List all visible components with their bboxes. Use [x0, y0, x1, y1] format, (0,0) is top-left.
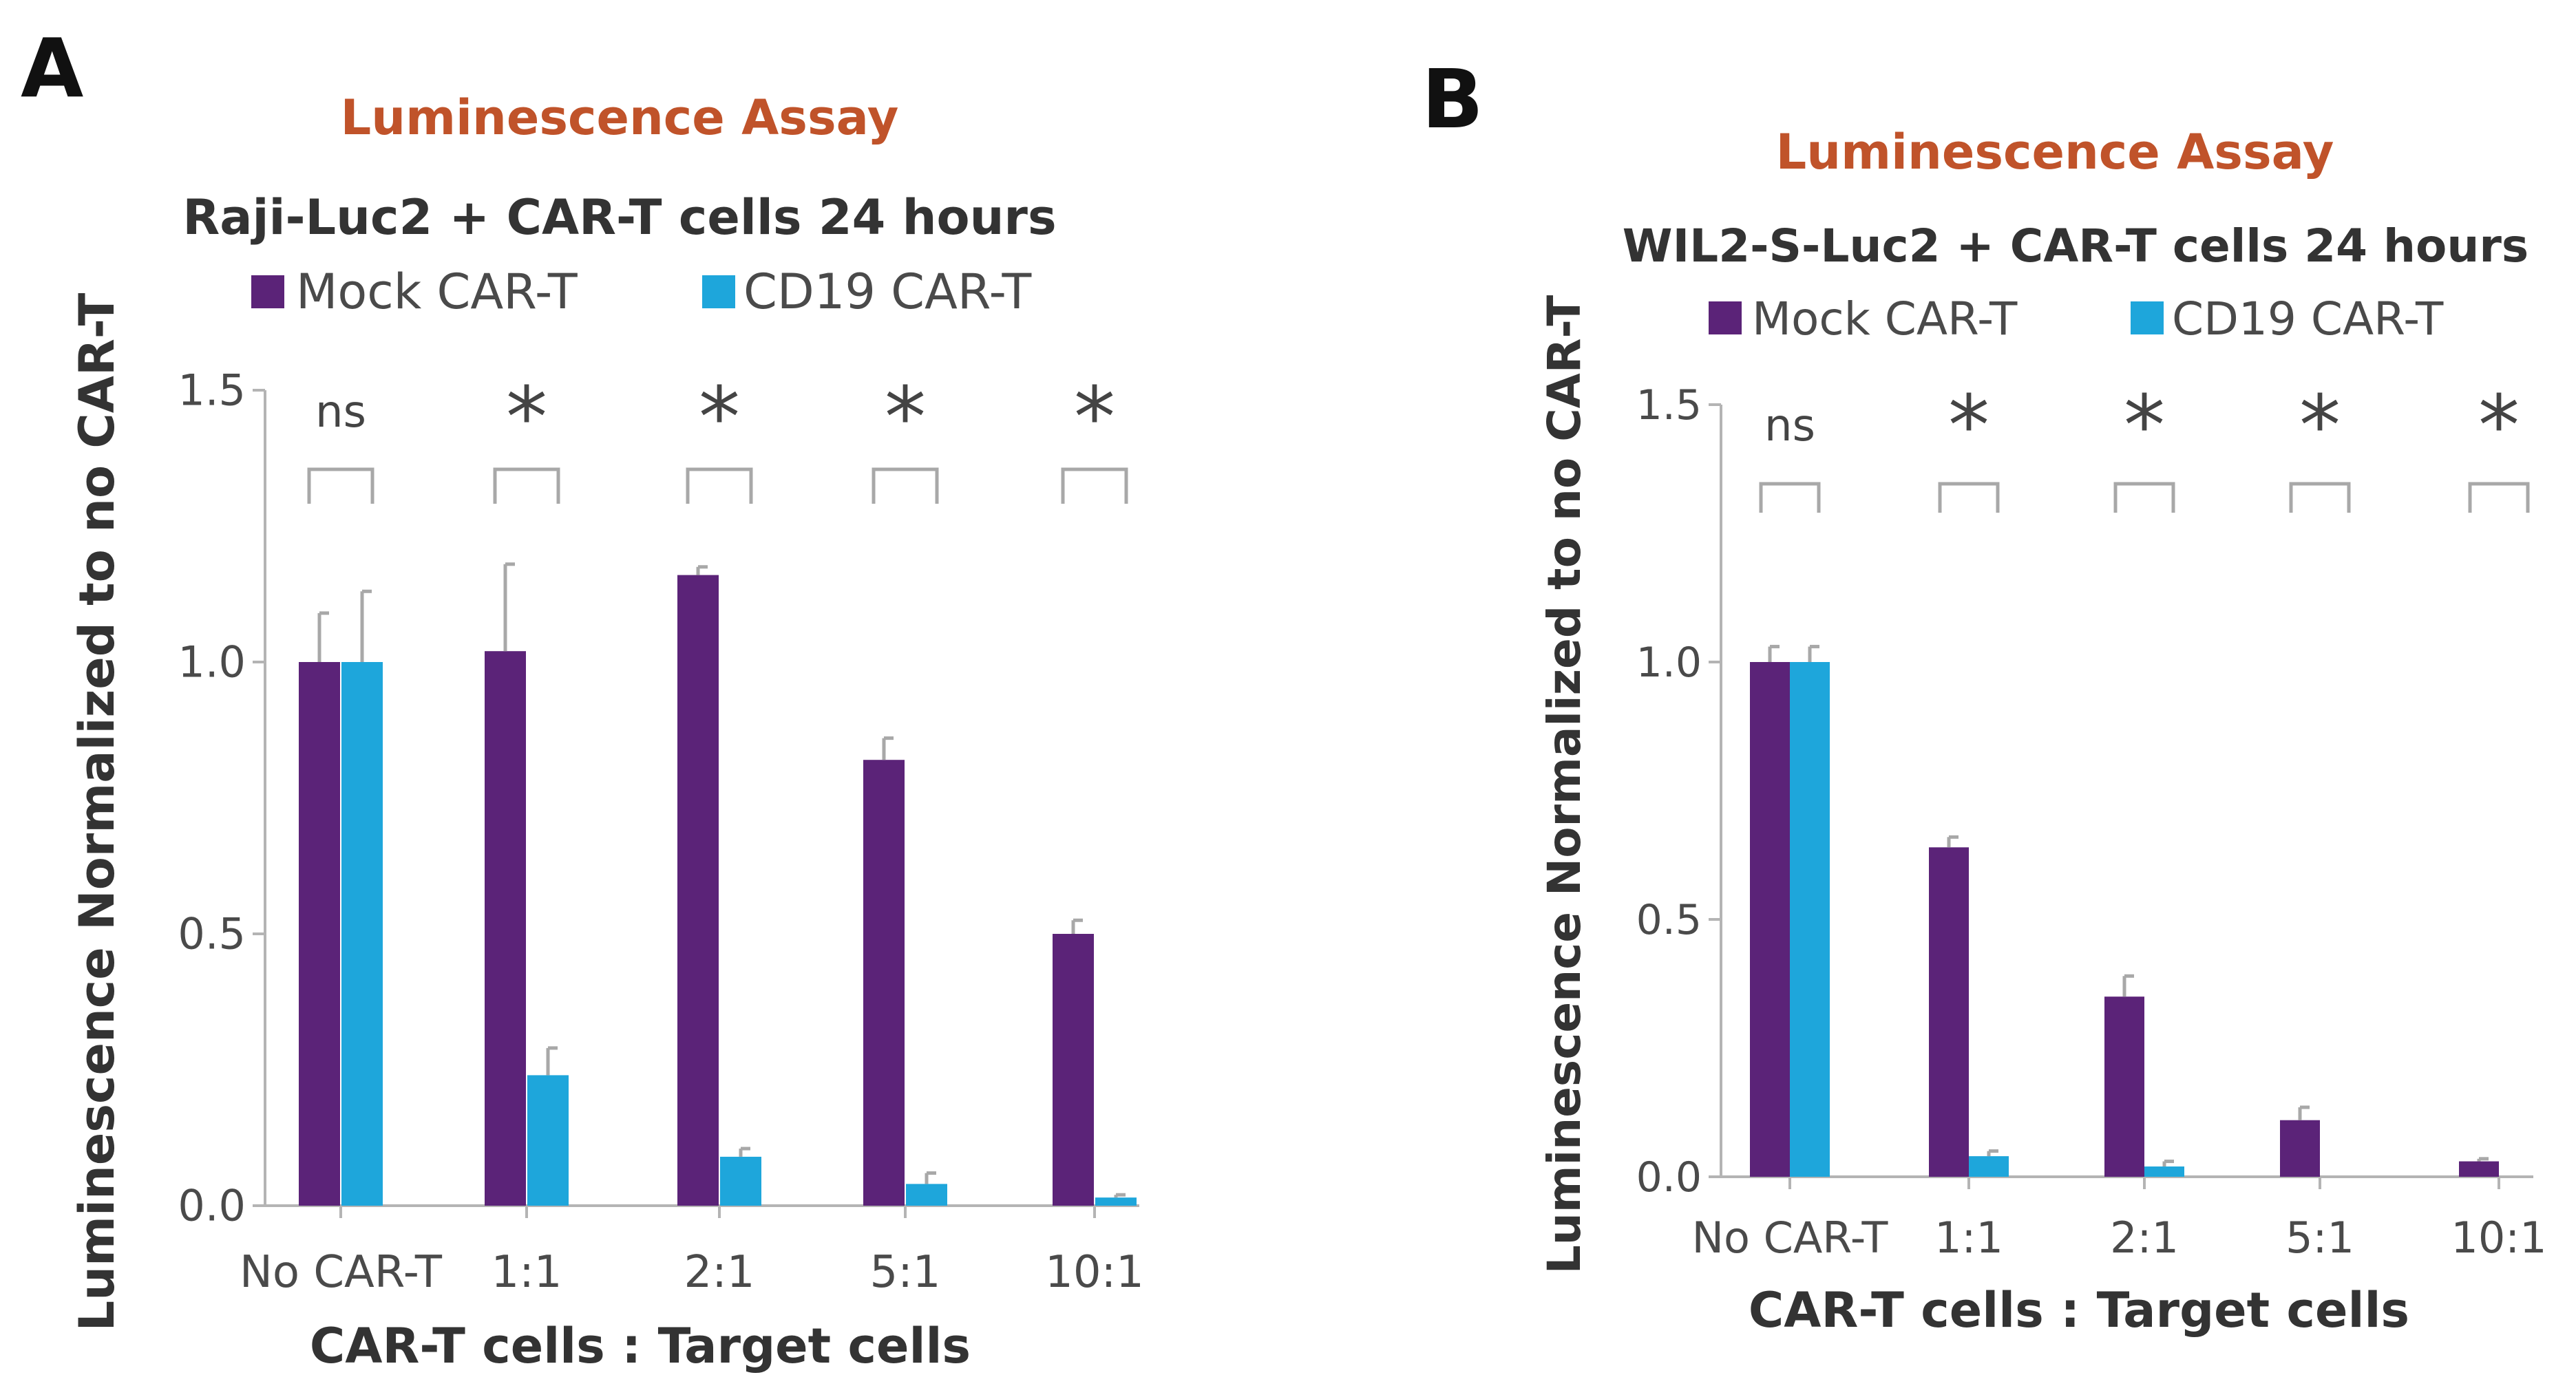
panel-b-significance-label: *: [2478, 378, 2520, 474]
panel-a-significance-bracket: [307, 467, 374, 504]
panel-b-label: B: [1422, 52, 1484, 147]
panel-a-ylabel: Luminescence Normalized to no CAR-T: [69, 292, 125, 1331]
panel-b-bar-mock: [2104, 996, 2144, 1177]
panel-a-bar-cd19: [1095, 1197, 1137, 1206]
panel-a-bar-mock: [485, 651, 526, 1206]
panel-a-x-tick-label: No CAR-T: [240, 1247, 443, 1298]
panel-a-plot: 0.0 0.5 1.0 1.5 No CAR-T ns 1:1 * 2:1 * 5:1 * 10:1 *: [178, 365, 1143, 1298]
panel-a-x-tick-label: 5:1: [870, 1247, 941, 1298]
panel-b-legend-cd19-label: CD19 CAR-T: [2172, 292, 2444, 345]
panel-a: A Luminescence Assay Raji-Luc2 + CAR-T c…: [21, 21, 1144, 1374]
panel-a-bar-mock: [863, 760, 905, 1206]
panel-a-bar-mock: [1053, 934, 1094, 1206]
panel-b-bar-cd19: [1790, 662, 1830, 1177]
panel-b-x-tick-label: 5:1: [2285, 1213, 2354, 1263]
panel-b-xlabel: CAR-T cells : Target cells: [1749, 1282, 2409, 1339]
panel-a-legend-cd19-label: CD19 CAR-T: [743, 264, 1031, 320]
panel-b-bar-mock: [1750, 662, 1790, 1177]
panel-b-significance-label: ns: [1764, 401, 1815, 451]
panel-a-significance-label: *: [885, 370, 926, 466]
panel-b-significance-bracket: [1759, 482, 1821, 513]
panel-b-legend-mock-swatch: [1709, 301, 1742, 334]
panel-b-plot: 0.0 0.5 1.0 1.5 No CAR-T ns 1:1 * 2:1 * 5:1 * 10:1 *: [1636, 378, 2547, 1263]
panel-a-label: A: [21, 21, 83, 116]
panel-a-legend-mock-label: Mock CAR-T: [296, 264, 578, 320]
panel-a-bar-cd19: [720, 1156, 761, 1206]
panel-a-bar-cd19: [527, 1075, 569, 1206]
panel-a-y-tick-label: 0.0: [178, 1181, 246, 1231]
panel-b-x-tick-label: 1:1: [1934, 1213, 2003, 1263]
panel-a-xlabel: CAR-T cells : Target cells: [310, 1318, 971, 1374]
panel-b-assay-title: Luminescence Assay: [1776, 124, 2334, 180]
panel-a-significance-bracket: [872, 467, 939, 504]
panel-b-y-tick-label: 1.5: [1636, 381, 1702, 429]
panel-a-significance-label: *: [506, 370, 547, 466]
panel-b-title: WIL2-S-Luc2 + CAR-T cells 24 hours: [1623, 220, 2529, 273]
panel-b-significance-label: *: [2299, 378, 2341, 474]
panel-a-significance-bracket: [686, 467, 753, 504]
panel-b-significance-label: *: [2124, 378, 2165, 474]
panel-a-significance-bracket: [1061, 467, 1128, 504]
panel-a-significance-label: *: [1074, 370, 1115, 466]
panel-b-significance-bracket: [2113, 482, 2175, 513]
panel-b-significance-bracket: [2468, 482, 2530, 513]
panel-b-bar-cd19: [1969, 1156, 2009, 1177]
panel-b-x-tick-label: No CAR-T: [1692, 1213, 1889, 1263]
panel-a-x-tick-label: 10:1: [1045, 1247, 1144, 1298]
panel-a-y-tick-label: 0.5: [178, 909, 246, 959]
panel-b-y-tick-label: 0.5: [1636, 896, 1702, 944]
panel-b-x-tick-label: 2:1: [2110, 1213, 2179, 1263]
panel-b-y-tick-label: 1.0: [1636, 639, 1702, 687]
panel-a-significance-label: ns: [315, 387, 366, 438]
panel-b-bar-mock: [2280, 1120, 2320, 1177]
panel-a-x-tick-label: 1:1: [492, 1247, 562, 1298]
panel-b-significance-bracket: [1938, 482, 2000, 513]
panel-a-y-tick-label: 1.5: [178, 365, 246, 416]
panel-b-ylabel: Luminescence Normalized to no CAR-T: [1538, 295, 1591, 1275]
panel-a-legend-mock-swatch: [251, 275, 284, 308]
panel-a-bar-mock: [299, 662, 340, 1206]
panel-b-bar-mock: [2459, 1161, 2499, 1177]
panel-b-x-tick-label: 10:1: [2451, 1213, 2546, 1263]
panel-a-bar-cd19: [341, 662, 383, 1206]
panel-a-assay-title: Luminescence Assay: [341, 89, 899, 146]
panel-a-significance-label: *: [699, 370, 740, 466]
panel-a-significance-bracket: [493, 467, 560, 504]
panel-b-y-tick-label: 0.0: [1636, 1153, 1702, 1202]
panel-a-bar-cd19: [906, 1184, 947, 1206]
panel-a-x-tick-label: 2:1: [684, 1247, 755, 1298]
panel-b-legend-cd19-swatch: [2131, 301, 2164, 334]
panel-b-bar-cd19: [2144, 1166, 2184, 1177]
panel-a-legend-cd19-swatch: [702, 275, 735, 308]
panel-b-bar-mock: [1929, 847, 1969, 1177]
panel-a-bar-mock: [677, 575, 719, 1206]
panel-b-legend-mock-label: Mock CAR-T: [1752, 292, 2018, 345]
panel-a-title: Raji-Luc2 + CAR-T cells 24 hours: [182, 189, 1056, 246]
panel-b: B Luminescence Assay WIL2-S-Luc2 + CAR-T…: [1422, 52, 2547, 1339]
panel-b-significance-label: *: [1948, 378, 1989, 474]
panel-b-significance-bracket: [2289, 482, 2351, 513]
panel-a-y-tick-label: 1.0: [178, 637, 246, 687]
